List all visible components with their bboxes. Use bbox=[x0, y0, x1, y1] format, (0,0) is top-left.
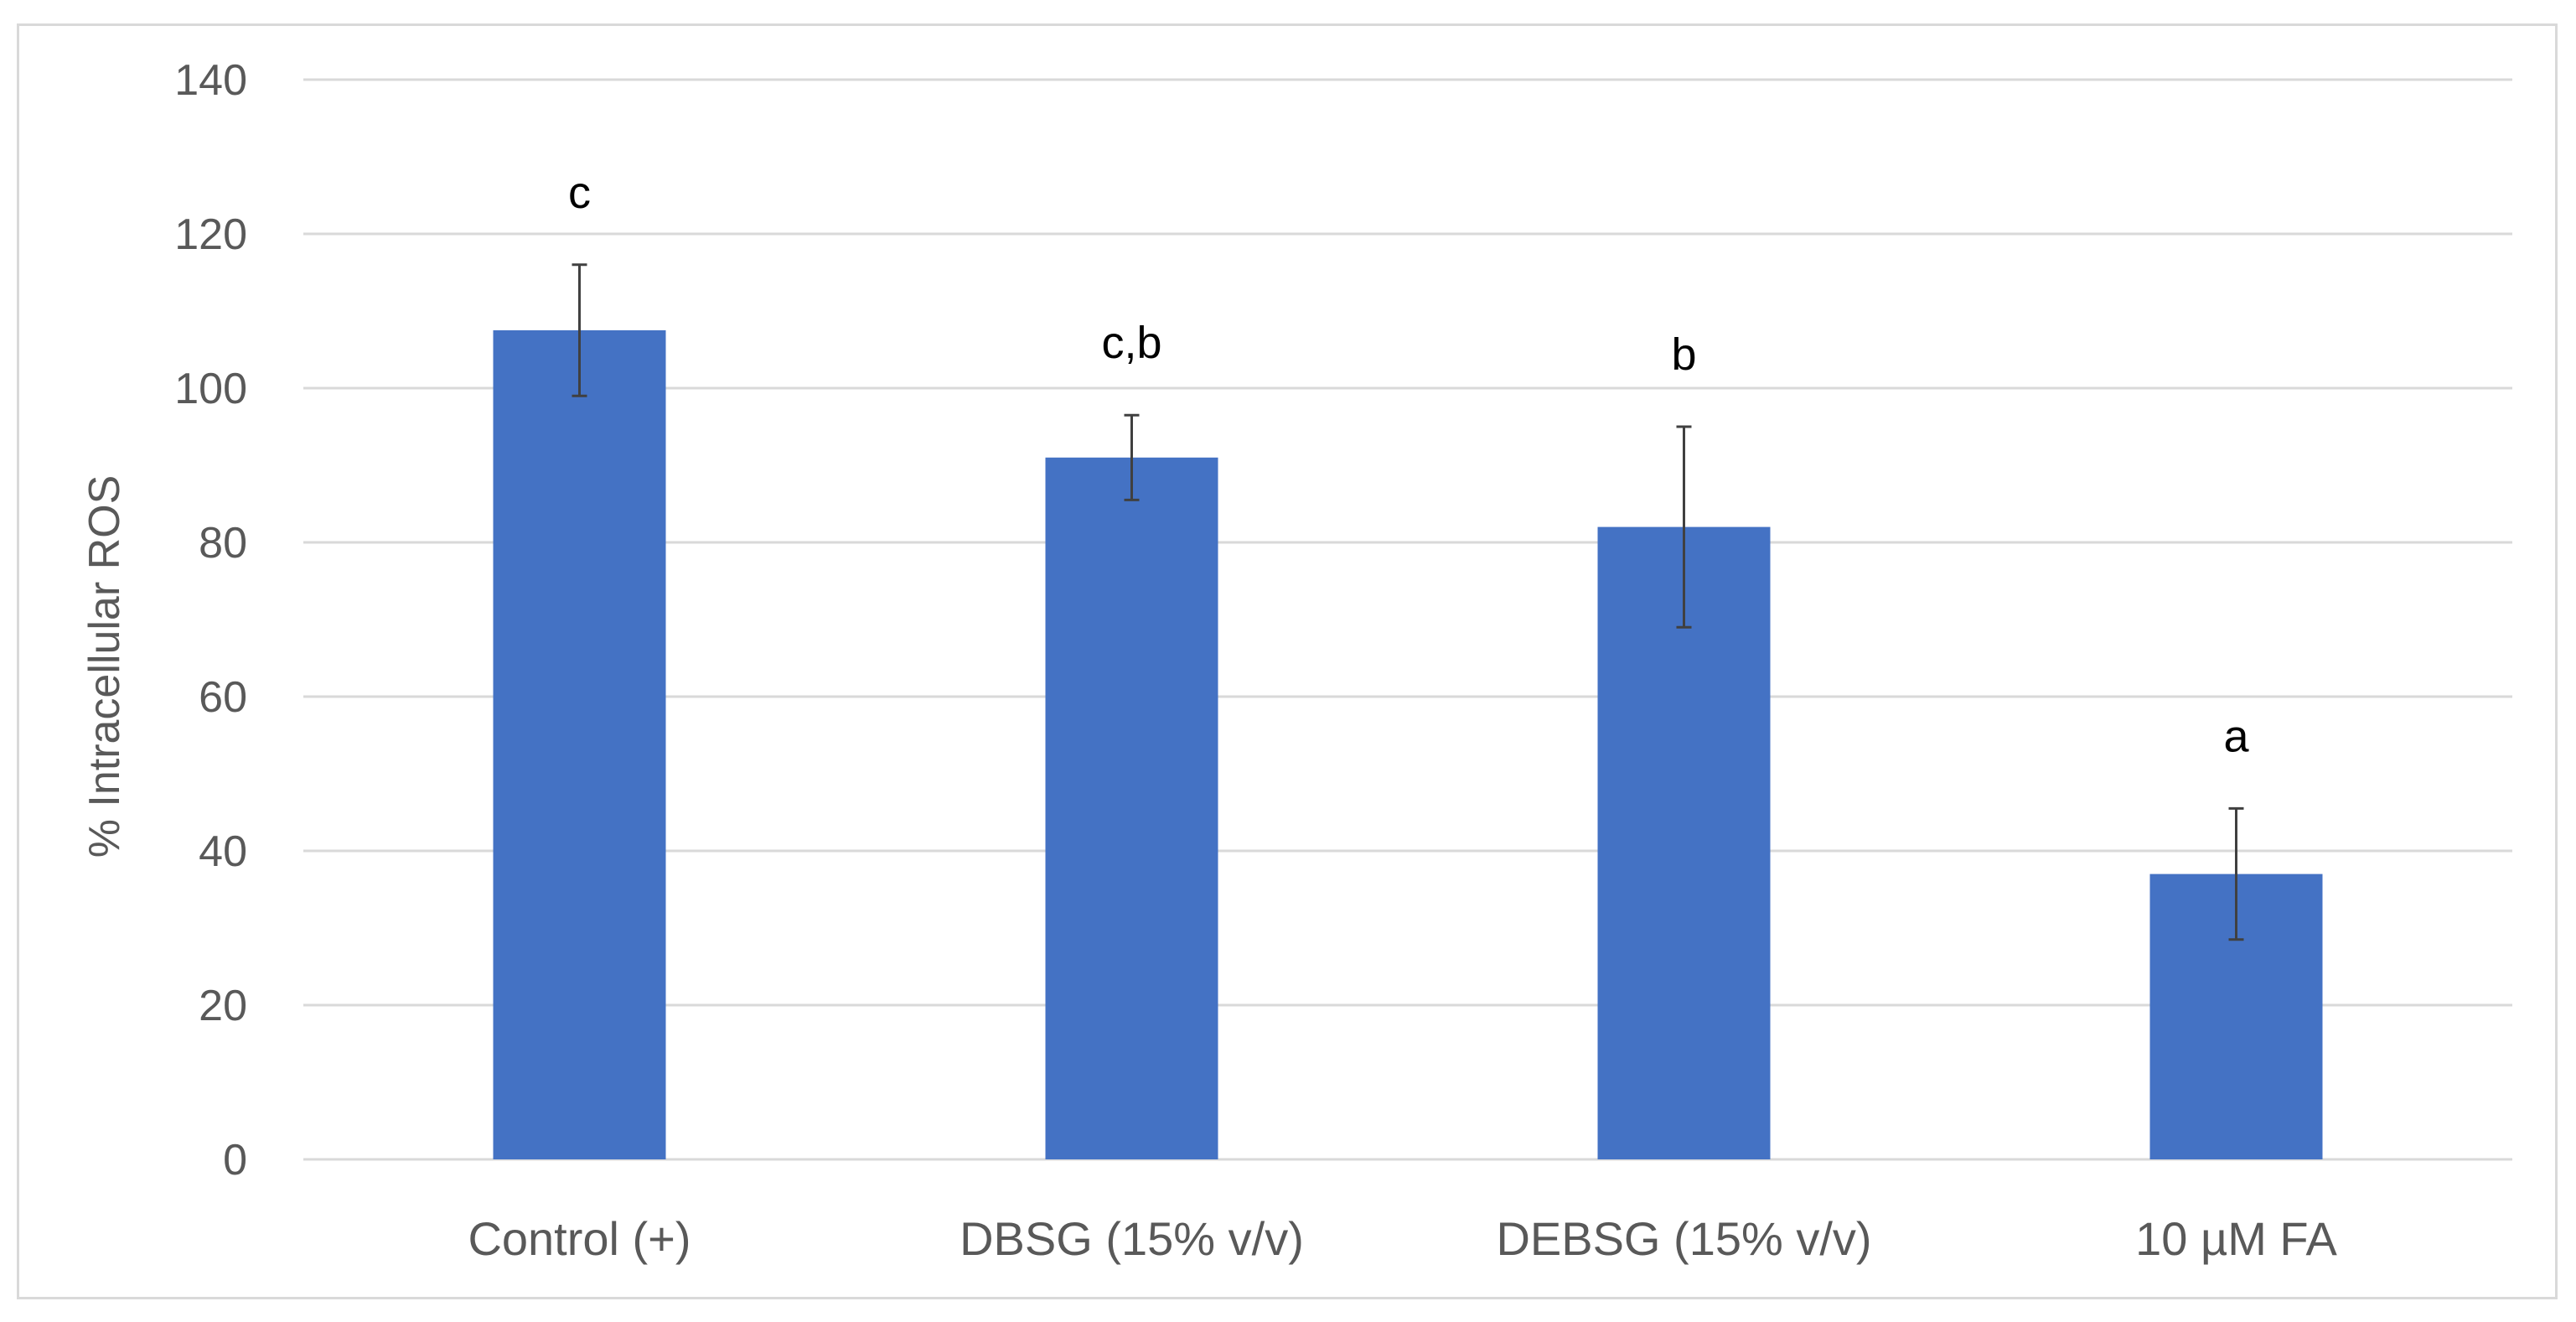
bar-2 bbox=[1597, 526, 1771, 1159]
y-tick-label-100: 100 bbox=[174, 365, 247, 413]
y-tick-label-0: 0 bbox=[223, 1136, 247, 1185]
significance-label-1: c,b bbox=[1101, 318, 1161, 368]
gridlines bbox=[303, 78, 2512, 1161]
x-tick-label-2: DEBSG (15% v/v) bbox=[1496, 1212, 1871, 1265]
significance-label-0: c bbox=[568, 168, 591, 218]
significance-label-3: a bbox=[2223, 711, 2249, 761]
significance-label-2: b bbox=[1671, 329, 1696, 380]
y-tick-label-60: 60 bbox=[199, 673, 247, 722]
labels: 0 20 40 60 80 100 120 140 c Control (+) c,b DBSG (1… bbox=[174, 56, 2337, 1265]
y-tick-label-140: 140 bbox=[174, 56, 247, 105]
bar-1 bbox=[1045, 457, 1218, 1159]
y-tick-label-40: 40 bbox=[199, 827, 247, 876]
x-tick-label-1: DBSG (15% v/v) bbox=[960, 1212, 1304, 1265]
x-tick-label-0: Control (+) bbox=[468, 1212, 691, 1265]
y-tick-label-80: 80 bbox=[199, 519, 247, 568]
bars bbox=[493, 330, 2323, 1159]
y-tick-label-20: 20 bbox=[199, 982, 247, 1030]
y-axis-title: % Intracellular ROS bbox=[80, 475, 129, 858]
bar-0 bbox=[493, 330, 666, 1159]
y-tick-label-120: 120 bbox=[174, 210, 247, 259]
x-tick-label-3: 10 µM FA bbox=[2135, 1212, 2337, 1265]
chart-frame bbox=[17, 23, 2558, 1299]
error-bars bbox=[572, 263, 2244, 941]
